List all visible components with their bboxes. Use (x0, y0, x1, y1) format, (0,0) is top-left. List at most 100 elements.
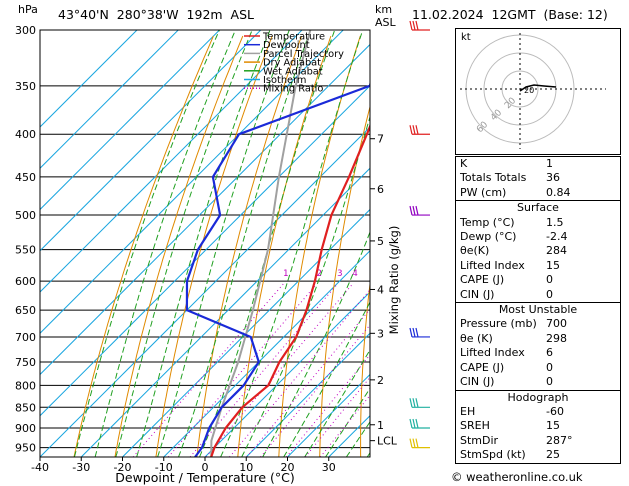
wet-adiabat-line (136, 30, 271, 457)
wind-barb-flag (415, 125, 419, 135)
mixing-ratio-line (132, 283, 284, 457)
legend-entry: Dry Adiabat (263, 58, 321, 69)
surface-label: θe(K) (460, 244, 490, 258)
isotherm-line (40, 30, 303, 293)
x-tick-label: 10 (239, 461, 253, 474)
wet-adiabat-line (115, 30, 253, 457)
km-tick-label: 1 (377, 419, 384, 432)
wind-barb-flag (412, 438, 416, 448)
km-tick-label: 2 (377, 374, 384, 387)
km-tick-label: LCL (377, 435, 398, 448)
wind-barb-flag (412, 205, 416, 216)
pressure-tick-label: 700 (15, 331, 36, 344)
index-row: PW (cm) 0.84 (456, 186, 620, 200)
wind-barb-flag (409, 438, 413, 448)
header: hPa 43°40'N 280°38'W 192m ASL km ASL 11.… (0, 0, 629, 29)
hpa-label: hPa (18, 3, 38, 16)
hodograph-stat-label: SREH (460, 419, 490, 433)
wind-barb-flag (415, 418, 419, 429)
surface-row: Dewp (°C) -2.4 (456, 230, 620, 244)
isotherm-line (204, 291, 370, 457)
isotherm-line (40, 30, 138, 128)
wind-barb-flag (409, 418, 413, 429)
footer-credit: © weatheronline.co.uk (451, 470, 583, 484)
hodograph-stat-row: StmDir 287° (456, 434, 620, 448)
wind-barb-flag (412, 398, 416, 408)
legend-entry: Isotherm (263, 75, 306, 86)
hodograph-stat-row: StmSpd (kt) 25 (456, 448, 620, 462)
km-tick-label: 5 (377, 235, 384, 248)
km-tick-label: 4 (377, 283, 384, 296)
mixing-ratio-label: 6 (375, 269, 380, 279)
hodograph-plot: kt 20 40 60 20 (460, 32, 606, 149)
wet-adiabat-line (94, 30, 236, 457)
x-tick-label: 0 (202, 461, 209, 474)
wet-adiabat-line (178, 30, 312, 457)
most-unstable-row: CAPE (J) 0 (456, 361, 620, 375)
isotherm-line (40, 30, 344, 334)
pressure-tick-label: 550 (15, 244, 36, 257)
surface-row: θe(K) 284 (456, 244, 620, 258)
x-tick-label: -10 (155, 461, 173, 474)
legend-entry: Dewpoint (263, 40, 310, 51)
wind-barb-flag (412, 327, 416, 338)
wind-barb-flag (409, 125, 413, 135)
index-value: 1 (546, 157, 553, 170)
hodograph-stat-value: 25 (546, 448, 560, 462)
wind-barb-flag (415, 327, 419, 338)
mixing-ratio-line (167, 283, 317, 457)
pressure-tick-label: 600 (15, 275, 36, 288)
x-tick-label: 20 (281, 461, 295, 474)
most-unstable-label: Lifted Index (460, 346, 525, 360)
index-row: Totals Totals 36 (456, 171, 620, 185)
most-unstable-row: Lifted Index 6 (456, 346, 620, 360)
mixing-ratio-label: 10 (401, 269, 412, 279)
wind-barb-flag (409, 327, 413, 338)
pressure-tick-label: 800 (15, 379, 36, 392)
most-unstable-value: 700 (546, 317, 567, 331)
most-unstable-row: θe (K) 298 (456, 332, 620, 346)
index-label: Totals Totals (460, 171, 527, 185)
hodograph-unit: kt (461, 32, 471, 43)
isotherm-line (40, 126, 370, 457)
isotherm-line (80, 167, 370, 457)
hodograph-stat-row: SREH 15 (456, 419, 620, 433)
wind-barb-flag (409, 205, 413, 216)
wind-barb-flag (412, 418, 416, 429)
isotherm-line (245, 332, 370, 457)
legend-entry: Temperature (262, 32, 325, 43)
dewpoint-line (185, 81, 370, 457)
mixing-ratio-label: 15 (425, 269, 436, 279)
temperature-line (210, 123, 370, 457)
surface-value: 0 (546, 287, 553, 301)
pressure-tick-label: 350 (15, 80, 36, 93)
isotherm-line (40, 85, 370, 417)
x-axis-label: Dewpoint / Temperature (°C) (115, 470, 294, 485)
pressure-tick-label: 750 (15, 356, 36, 369)
surface-row: Temp (°C) 1.5 (456, 216, 620, 230)
legend-entry: Parcel Trajectory (263, 49, 344, 60)
dry-adiabat-line (196, 35, 303, 457)
wet-adiabat-line (220, 30, 364, 457)
wind-barb-flag (409, 20, 413, 31)
wind-barb-flag (412, 125, 416, 135)
dry-adiabat-line (114, 35, 244, 457)
mixing-ratio-label: 20 (443, 269, 454, 279)
hodograph-stat-value: 15 (546, 419, 560, 433)
dry-adiabat-line (155, 35, 273, 457)
wind-barb-flag (409, 398, 413, 408)
mixing-ratio-line (189, 283, 338, 457)
isotherm-line (40, 30, 179, 169)
wind-barb-flag (415, 205, 419, 216)
most-unstable-row: CIN (J) 0 (456, 375, 620, 389)
dry-adiabat-line (400, 36, 448, 457)
surface-row: Lifted Index 15 (456, 259, 620, 273)
asl-label: ASL (375, 16, 396, 29)
most-unstable-label: CIN (J) (460, 375, 495, 389)
hodograph-table-title: Hodograph (507, 390, 569, 404)
surface-row: CAPE (J) 0 (456, 273, 620, 287)
hodograph-stat-row: EH -60 (456, 405, 620, 419)
surface-row: CIN (J) 0 (456, 288, 620, 302)
surface-label: CAPE (J) (460, 273, 505, 287)
hodograph-trace (519, 84, 557, 92)
